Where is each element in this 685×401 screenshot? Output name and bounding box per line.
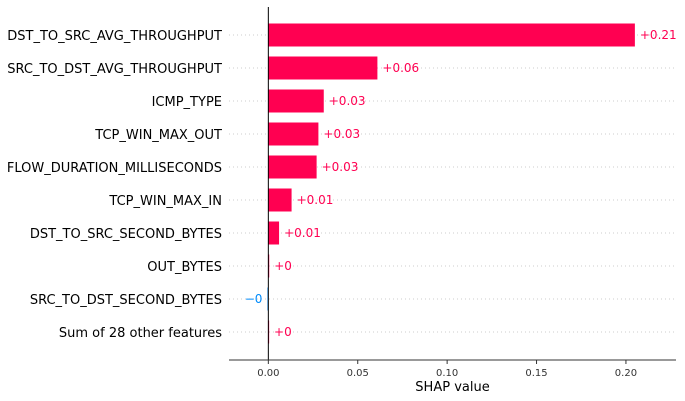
- x-tick-label: 0.15: [525, 368, 547, 379]
- category-label: DST_TO_SRC_AVG_THROUGHPUT: [7, 29, 222, 44]
- grid-lines: [229, 34, 676, 333]
- value-labels: +0.21 +0.06 +0.03 +0.03 +0.03 +0.01 +0.01 +0 −0 +…: [245, 28, 677, 339]
- x-tick-label: 0.00: [257, 368, 279, 379]
- bar: [268, 155, 317, 179]
- bar: [268, 56, 378, 80]
- category-labels: DST_TO_SRC_AVG_THROUGHPUT SRC_TO_DST_AVG_…: [7, 29, 222, 341]
- category-label: DST_TO_SRC_SECOND_BYTES: [30, 227, 222, 242]
- category-label: SRC_TO_DST_SECOND_BYTES: [30, 293, 222, 308]
- category-label: ICMP_TYPE: [152, 95, 222, 110]
- x-tick-label: 0.20: [615, 368, 637, 379]
- category-label: OUT_BYTES: [147, 260, 222, 275]
- category-label: TCP_WIN_MAX_OUT: [94, 128, 222, 143]
- x-tick-label: 0.05: [347, 368, 369, 379]
- x-axis-title: SHAP value: [415, 380, 489, 395]
- value-label: +0.03: [323, 127, 360, 141]
- x-axis: 0.00 0.05 0.10 0.15 0.20: [229, 359, 676, 379]
- value-label: +0.03: [322, 160, 359, 174]
- bars: [267, 23, 635, 344]
- category-label: TCP_WIN_MAX_IN: [108, 194, 222, 209]
- value-label: +0.01: [284, 226, 321, 240]
- bar: [268, 23, 635, 47]
- bar: [268, 122, 319, 146]
- value-label: +0: [274, 259, 292, 273]
- value-label: +0.21: [640, 28, 677, 42]
- category-label: SRC_TO_DST_AVG_THROUGHPUT: [7, 62, 222, 77]
- bar: [268, 221, 280, 245]
- x-tick-label: 0.10: [436, 368, 458, 379]
- bar: [268, 89, 324, 113]
- category-label: FLOW_DURATION_MILLISECONDS: [7, 161, 222, 176]
- bar: [268, 188, 292, 212]
- value-label: −0: [245, 292, 263, 306]
- category-label: Sum of 28 other features: [59, 326, 222, 341]
- value-label: +0.03: [329, 94, 366, 108]
- value-label: +0.01: [297, 193, 334, 207]
- value-label: +0: [274, 325, 292, 339]
- value-label: +0.06: [382, 61, 419, 75]
